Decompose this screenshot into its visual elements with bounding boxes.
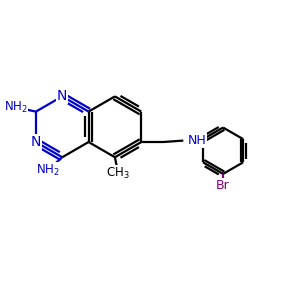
Text: NH$_2$: NH$_2$: [4, 100, 28, 115]
Text: NH$_2$: NH$_2$: [36, 163, 60, 178]
Text: N: N: [57, 89, 68, 103]
Text: N: N: [31, 135, 41, 149]
Text: CH$_3$: CH$_3$: [106, 166, 130, 181]
Text: Br: Br: [216, 179, 230, 192]
Text: NH: NH: [188, 134, 206, 147]
